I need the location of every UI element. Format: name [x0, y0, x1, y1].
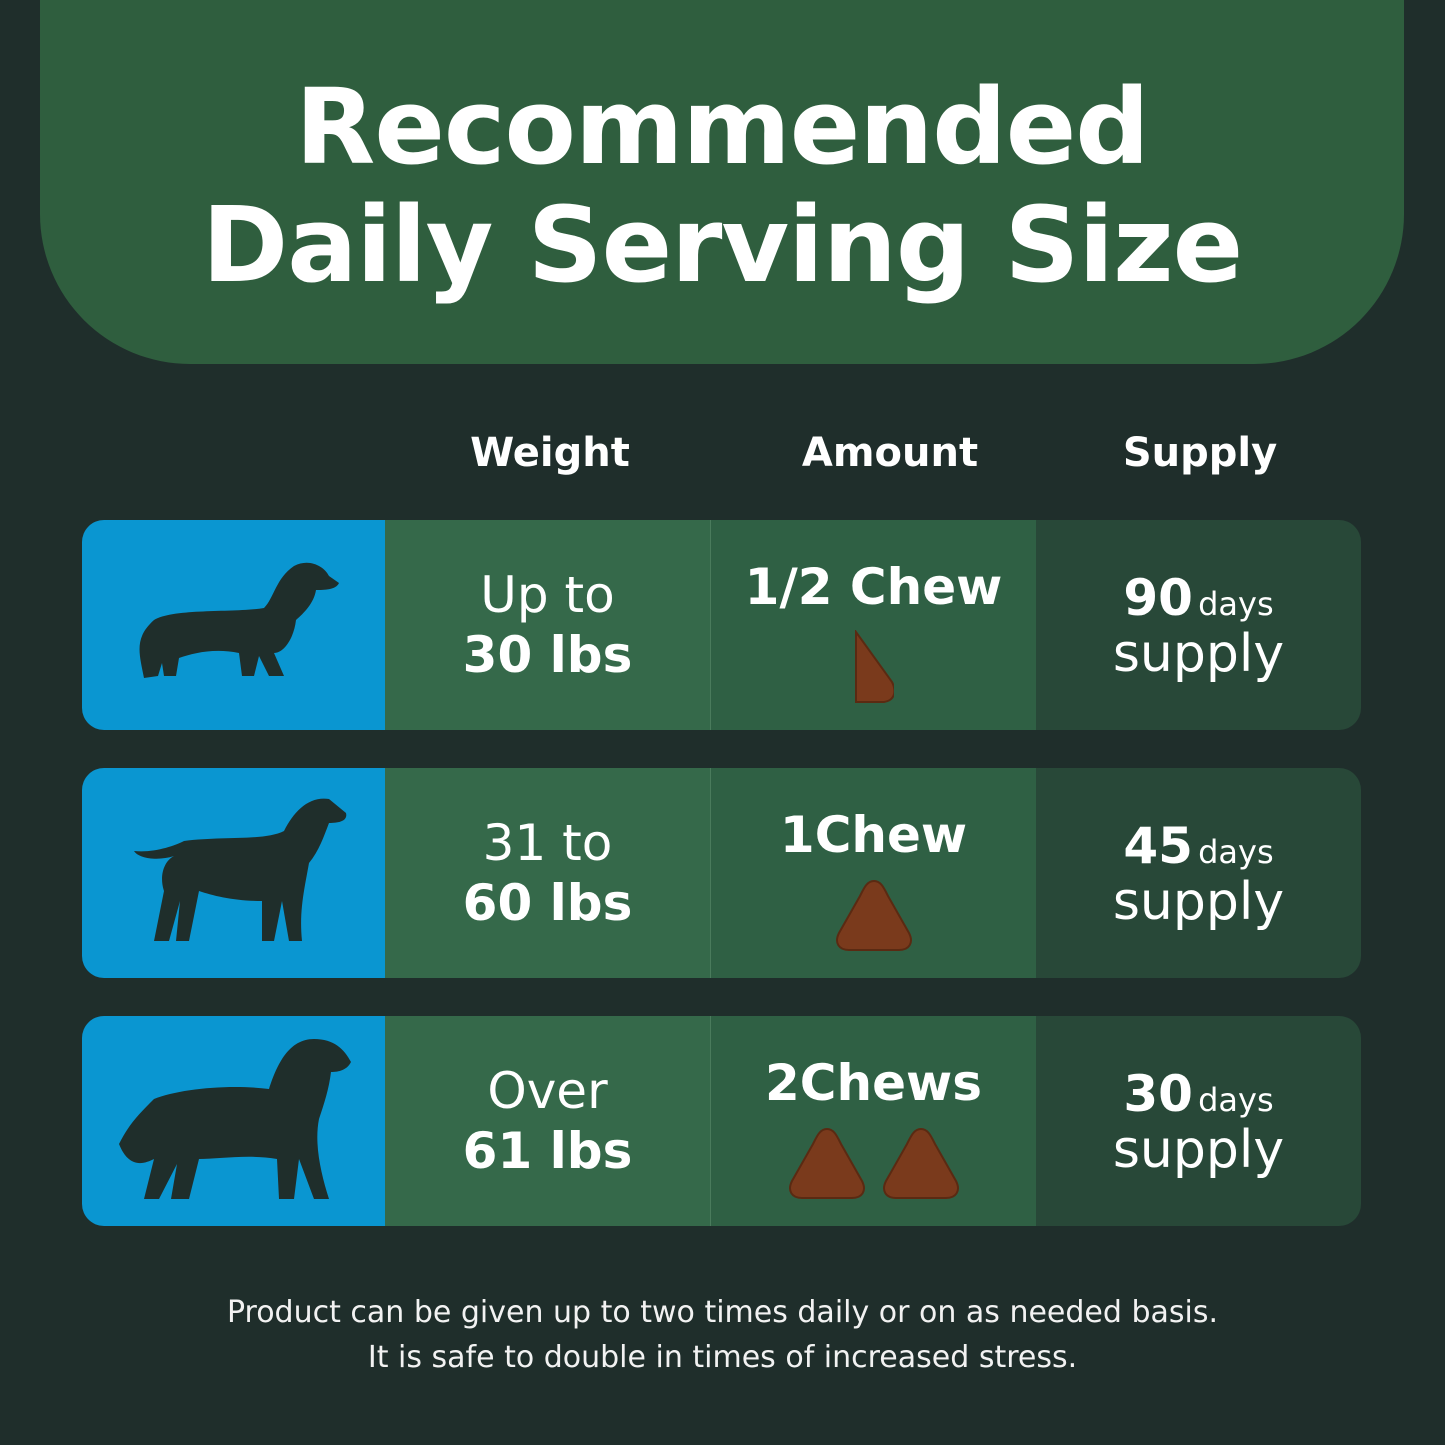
- supply-days-unit: days: [1198, 833, 1274, 871]
- column-header-amount: Amount: [801, 430, 979, 476]
- serving-row: 31 to 60 lbs 1Chew 45 days supply: [82, 768, 1361, 978]
- footer-line-1: Product can be given up to two times dai…: [226, 1295, 1219, 1330]
- footer-line-2: It is safe to double in times of increas…: [367, 1340, 1078, 1375]
- supply-cell: 90 days supply: [1036, 520, 1361, 730]
- medium-dog-icon: [114, 791, 354, 955]
- weight-value: 60 lbs: [462, 874, 633, 932]
- supply-days-number: 45: [1123, 817, 1193, 875]
- serving-row: Up to 30 lbs 1/2 Chew 90 days supply: [82, 520, 1361, 730]
- half-chew-icon: [854, 630, 894, 703]
- amount-cell: 1Chew: [711, 768, 1036, 978]
- weight-cell: Up to 30 lbs: [385, 520, 711, 730]
- column-header-supply: Supply: [1122, 430, 1278, 476]
- title-banner: Recommended Daily Serving Size: [40, 0, 1404, 364]
- large-dog-icon: [109, 1034, 359, 1208]
- dog-panel: [82, 768, 385, 978]
- amount-label: 2Chews: [765, 1054, 982, 1112]
- chew-images: [834, 878, 914, 953]
- column-header-weight: Weight: [470, 430, 630, 476]
- weight-cell: 31 to 60 lbs: [385, 768, 711, 978]
- supply-word: supply: [1112, 624, 1285, 684]
- supply-cell: 45 days supply: [1036, 768, 1361, 978]
- supply-days-unit: days: [1198, 585, 1274, 623]
- supply-cell: 30 days supply: [1036, 1016, 1361, 1226]
- amount-label: 1/2 Chew: [744, 558, 1003, 616]
- weight-value: 30 lbs: [462, 626, 633, 684]
- weight-value: 61 lbs: [462, 1122, 633, 1180]
- amount-cell: 1/2 Chew: [711, 520, 1036, 730]
- supply-days-unit: days: [1198, 1081, 1274, 1119]
- title-line-2: Daily Serving Size: [201, 184, 1243, 306]
- chew-icon: [882, 1127, 959, 1199]
- supply-word: supply: [1112, 1120, 1285, 1180]
- weight-cell: Over 61 lbs: [385, 1016, 711, 1226]
- small-dachshund-icon: [124, 558, 344, 692]
- supply-days-number: 30: [1123, 1065, 1193, 1123]
- dog-panel: [82, 520, 385, 730]
- dog-panel: [82, 1016, 385, 1226]
- weight-range-label: Over: [487, 1062, 608, 1120]
- amount-label: 1Chew: [779, 806, 968, 864]
- chew-images: [854, 630, 894, 705]
- footer-note: Product can be given up to two times dai…: [0, 1290, 1445, 1380]
- chew-icon: [788, 1127, 865, 1199]
- supply-word: supply: [1112, 872, 1285, 932]
- serving-row: Over 61 lbs 2Chews 30 days supply: [82, 1016, 1361, 1226]
- title-line-1: Recommended: [295, 66, 1149, 188]
- chew-icon: [835, 879, 912, 951]
- supply-days-number: 90: [1123, 569, 1193, 627]
- chew-images: [787, 1126, 961, 1201]
- amount-cell: 2Chews: [711, 1016, 1036, 1226]
- weight-range-label: Up to: [480, 566, 615, 624]
- weight-range-label: 31 to: [482, 814, 613, 872]
